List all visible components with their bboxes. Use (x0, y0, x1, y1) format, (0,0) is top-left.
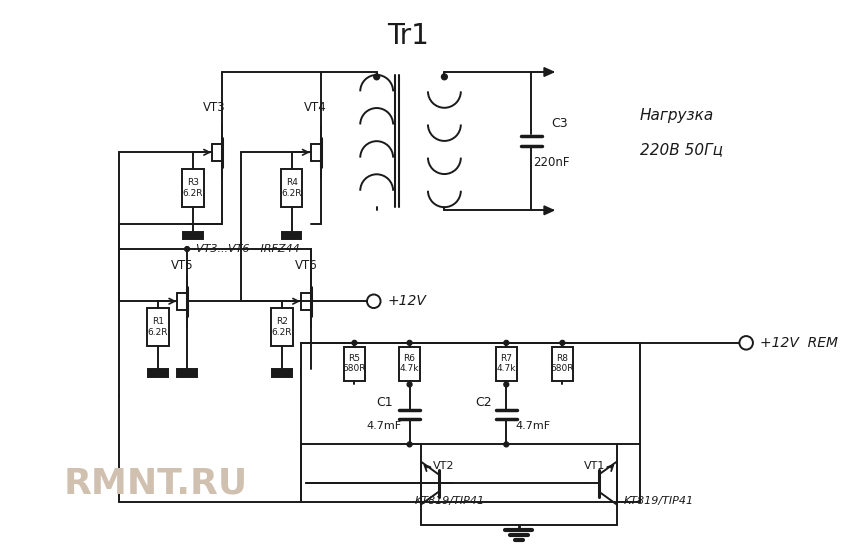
Bar (281, 169, 303, 208)
Text: R5
680R: R5 680R (343, 354, 366, 373)
Text: R6
4.7k: R6 4.7k (400, 354, 419, 373)
Circle shape (504, 340, 508, 345)
Circle shape (352, 340, 357, 345)
Bar (301, 369, 320, 377)
Text: KT819/TIP41: KT819/TIP41 (623, 496, 694, 506)
Bar (496, 347, 517, 381)
Text: R2
6.2R: R2 6.2R (272, 317, 292, 336)
Bar (343, 347, 366, 381)
Circle shape (407, 340, 412, 345)
Text: 220nF: 220nF (534, 156, 570, 169)
Text: 220В 50Гц: 220В 50Гц (640, 142, 722, 157)
Text: C2: C2 (475, 396, 491, 410)
Text: C1: C1 (376, 396, 393, 410)
Text: VT6: VT6 (295, 259, 317, 272)
Text: Нагрузка: Нагрузка (640, 108, 714, 123)
Bar (178, 369, 196, 377)
Circle shape (407, 382, 412, 387)
Text: R7
4.7k: R7 4.7k (496, 354, 516, 373)
Text: VT2: VT2 (433, 461, 454, 471)
Bar (182, 169, 203, 208)
Bar (147, 307, 168, 346)
Bar (301, 343, 640, 502)
Circle shape (374, 74, 380, 80)
Text: R1
6.2R: R1 6.2R (148, 317, 168, 336)
Bar (272, 369, 292, 377)
Text: VT4: VT4 (304, 102, 327, 114)
Text: RMNT.RU: RMNT.RU (64, 466, 248, 500)
Bar (399, 347, 420, 381)
Bar (184, 232, 202, 239)
Polygon shape (544, 206, 553, 215)
Text: R4
6.2R: R4 6.2R (281, 179, 302, 198)
Text: KT819/TIP41: KT819/TIP41 (415, 496, 484, 506)
Circle shape (441, 74, 447, 80)
Text: 4.7mF: 4.7mF (516, 421, 551, 431)
Bar (282, 232, 301, 239)
Circle shape (407, 442, 412, 447)
Text: C3: C3 (551, 117, 568, 130)
Circle shape (504, 442, 508, 447)
Circle shape (504, 382, 508, 387)
Text: VT5: VT5 (171, 259, 194, 272)
Text: R3
6.2R: R3 6.2R (183, 179, 203, 198)
Text: +12V: +12V (388, 294, 426, 308)
Text: +12V  REM: +12V REM (760, 336, 838, 350)
Bar (552, 347, 573, 381)
Polygon shape (544, 68, 553, 76)
Text: R8
680R: R8 680R (551, 354, 574, 373)
Bar (149, 369, 167, 377)
Bar (271, 307, 292, 346)
Circle shape (184, 247, 190, 252)
Text: VT3: VT3 (203, 102, 225, 114)
Text: Tr1: Tr1 (387, 22, 428, 50)
Circle shape (560, 340, 564, 345)
Text: 4.7mF: 4.7mF (367, 421, 402, 431)
Text: VT1: VT1 (584, 461, 605, 471)
Text: VT3...VT6 - IRFZ44: VT3...VT6 - IRFZ44 (196, 244, 300, 254)
